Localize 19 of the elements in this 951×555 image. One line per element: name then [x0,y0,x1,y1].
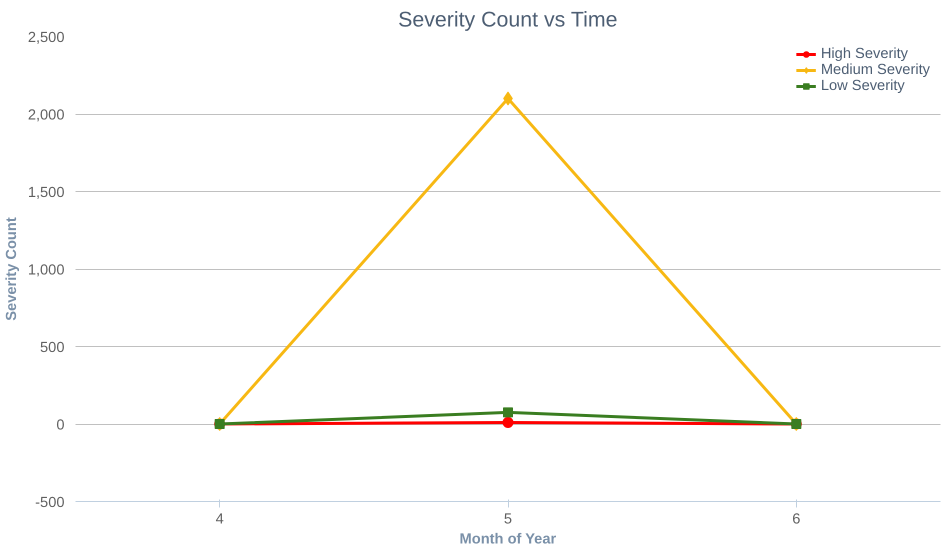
legend-label: High Severity [820,46,908,62]
y-axis-title: Severity Count [4,217,20,321]
y-tick-label: 1,500 [28,185,65,201]
x-tick-label: 4 [216,512,224,528]
x-tick-label: 6 [792,512,800,528]
y-tick-label: 0 [56,418,65,434]
y-tick-label: 1,000 [28,262,65,278]
x-tick-label: 5 [504,512,512,528]
y-tick-label: 2,500 [28,30,65,46]
legend-label: Medium Severity [820,62,930,78]
x-axis-title: Month of Year [460,532,556,548]
point [503,407,513,418]
y-tick-label: 2,000 [28,108,65,124]
point [502,416,514,428]
legend-label: Low Severity [820,78,905,94]
y-tick-label: -500 [35,495,65,511]
point [503,92,513,106]
chart-title: Severity Count vs Time [398,8,618,32]
y-tick-label: 500 [40,340,65,356]
